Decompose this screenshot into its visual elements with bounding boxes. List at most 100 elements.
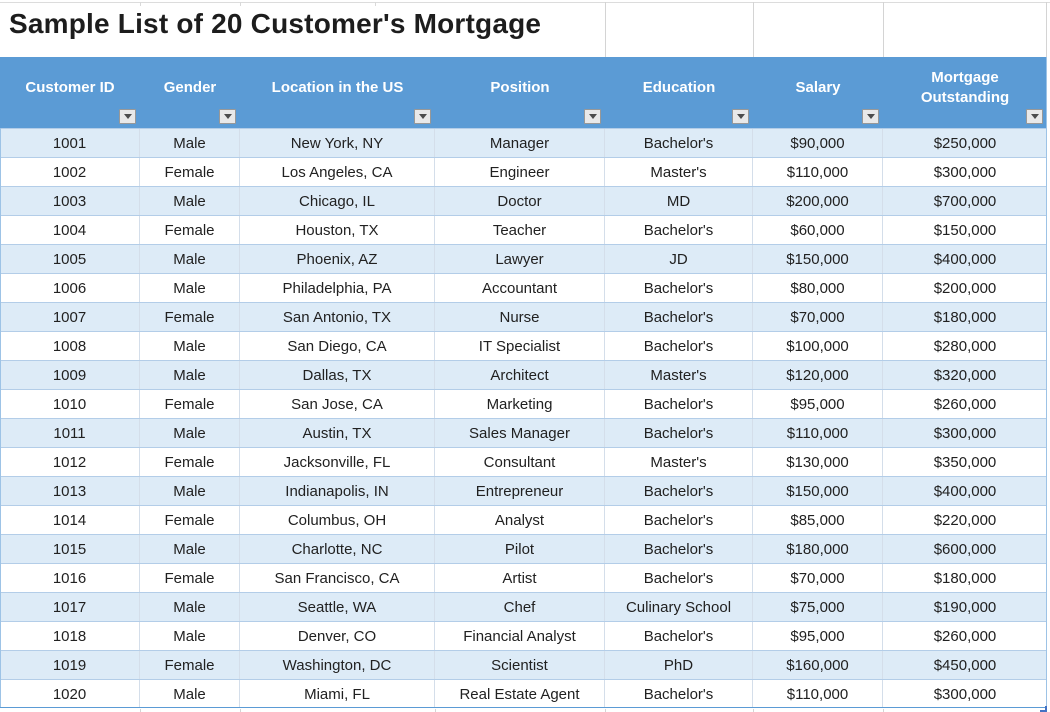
cell-customer-id[interactable]: 1008	[0, 332, 140, 360]
cell-education[interactable]: Master's	[605, 361, 753, 389]
cell-position[interactable]: Financial Analyst	[435, 622, 605, 650]
cell-location-in-the-us[interactable]: Houston, TX	[240, 216, 435, 244]
cell-mortgage-outstanding[interactable]: $260,000	[933, 627, 997, 645]
cell-education[interactable]: Bachelor's	[605, 477, 753, 505]
cell-location-in-the-us[interactable]: Charlotte, NC	[240, 535, 435, 563]
cell-gender[interactable]: Female	[140, 651, 240, 679]
cell-salary[interactable]: $110,000	[753, 419, 883, 447]
cell-customer-id[interactable]: 1011	[0, 419, 140, 447]
column-header-education[interactable]: Education	[605, 57, 753, 128]
cell-mortgage-outstanding[interactable]: $260,000	[933, 395, 997, 413]
cell-position[interactable]: Lawyer	[435, 245, 605, 273]
cell-gender[interactable]: Female	[140, 216, 240, 244]
column-header-salary[interactable]: Salary	[753, 57, 883, 128]
cell-customer-id[interactable]: 1017	[0, 593, 140, 621]
cell-customer-id[interactable]: 1001	[0, 129, 140, 157]
filter-button-salary[interactable]	[862, 109, 879, 124]
cell-customer-id[interactable]: 1004	[0, 216, 140, 244]
cell-education[interactable]: Bachelor's	[605, 535, 753, 563]
cell-salary[interactable]: $70,000	[753, 303, 883, 331]
cell-customer-id[interactable]: 1005	[0, 245, 140, 273]
cell-education[interactable]: Bachelor's	[605, 680, 753, 708]
cell-position[interactable]: Teacher	[435, 216, 605, 244]
cell-customer-id[interactable]: 1013	[0, 477, 140, 505]
cell-mortgage-outstanding[interactable]: $700,000	[933, 192, 997, 210]
column-header-gender[interactable]: Gender	[140, 57, 240, 128]
column-header-location-in-the-us[interactable]: Location in the US	[240, 57, 435, 128]
cell-mortgage-outstanding[interactable]: $300,000	[933, 163, 997, 181]
cell-location-in-the-us[interactable]: Washington, DC	[240, 651, 435, 679]
cell-education[interactable]: Bachelor's	[605, 390, 753, 418]
cell-mortgage-outstanding[interactable]: $200,000	[933, 279, 997, 297]
cell-location-in-the-us[interactable]: Columbus, OH	[240, 506, 435, 534]
cell-position[interactable]: Chef	[435, 593, 605, 621]
cell-education[interactable]: PhD	[605, 651, 753, 679]
cell-salary[interactable]: $60,000	[753, 216, 883, 244]
cell-gender[interactable]: Male	[140, 680, 240, 708]
cell-education[interactable]: Bachelor's	[605, 303, 753, 331]
cell-gender[interactable]: Male	[140, 332, 240, 360]
cell-customer-id[interactable]: 1003	[0, 187, 140, 215]
cell-salary[interactable]: $100,000	[753, 332, 883, 360]
cell-position[interactable]: Manager	[435, 129, 605, 157]
cell-position[interactable]: IT Specialist	[435, 332, 605, 360]
cell-position[interactable]: Accountant	[435, 274, 605, 302]
cell-mortgage-outstanding[interactable]: $220,000	[933, 511, 997, 529]
cell-location-in-the-us[interactable]: Denver, CO	[240, 622, 435, 650]
cell-salary[interactable]: $180,000	[753, 535, 883, 563]
cell-position[interactable]: Architect	[435, 361, 605, 389]
cell-salary[interactable]: $80,000	[753, 274, 883, 302]
cell-gender[interactable]: Male	[140, 477, 240, 505]
cell-education[interactable]: Bachelor's	[605, 216, 753, 244]
cell-customer-id[interactable]: 1007	[0, 303, 140, 331]
cell-location-in-the-us[interactable]: Los Angeles, CA	[240, 158, 435, 186]
cell-gender[interactable]: Male	[140, 361, 240, 389]
cell-education[interactable]: Bachelor's	[605, 129, 753, 157]
cell-salary[interactable]: $75,000	[753, 593, 883, 621]
cell-gender[interactable]: Female	[140, 448, 240, 476]
cell-position[interactable]: Entrepreneur	[435, 477, 605, 505]
cell-gender[interactable]: Male	[140, 245, 240, 273]
cell-location-in-the-us[interactable]: Dallas, TX	[240, 361, 435, 389]
cell-salary[interactable]: $160,000	[753, 651, 883, 679]
cell-position[interactable]: Nurse	[435, 303, 605, 331]
cell-gender[interactable]: Male	[140, 593, 240, 621]
cell-location-in-the-us[interactable]: Indianapolis, IN	[240, 477, 435, 505]
cell-gender[interactable]: Female	[140, 303, 240, 331]
cell-location-in-the-us[interactable]: Phoenix, AZ	[240, 245, 435, 273]
cell-position[interactable]: Engineer	[435, 158, 605, 186]
cell-position[interactable]: Artist	[435, 564, 605, 592]
cell-salary[interactable]: $95,000	[753, 390, 883, 418]
cell-education[interactable]: Bachelor's	[605, 332, 753, 360]
cell-customer-id[interactable]: 1012	[0, 448, 140, 476]
cell-salary[interactable]: $110,000	[753, 680, 883, 708]
cell-gender[interactable]: Female	[140, 158, 240, 186]
cell-position[interactable]: Analyst	[435, 506, 605, 534]
page-title[interactable]: Sample List of 20 Customer's Mortgage	[9, 8, 542, 39]
filter-button-mortgage-outstanding[interactable]	[1026, 109, 1043, 124]
cell-location-in-the-us[interactable]: Chicago, IL	[240, 187, 435, 215]
filter-button-customer-id[interactable]	[119, 109, 136, 124]
filter-button-position[interactable]	[584, 109, 601, 124]
filter-button-education[interactable]	[732, 109, 749, 124]
column-header-mortgage-outstanding[interactable]: Mortgage Outstanding	[883, 57, 1047, 128]
cell-salary[interactable]: $120,000	[753, 361, 883, 389]
cell-gender[interactable]: Male	[140, 622, 240, 650]
cell-customer-id[interactable]: 1020	[0, 680, 140, 708]
cell-gender[interactable]: Male	[140, 274, 240, 302]
cell-gender[interactable]: Male	[140, 419, 240, 447]
cell-customer-id[interactable]: 1016	[0, 564, 140, 592]
cell-position[interactable]: Marketing	[435, 390, 605, 418]
cell-customer-id[interactable]: 1018	[0, 622, 140, 650]
cell-education[interactable]: Master's	[605, 158, 753, 186]
cell-location-in-the-us[interactable]: Philadelphia, PA	[240, 274, 435, 302]
cell-customer-id[interactable]: 1010	[0, 390, 140, 418]
cell-salary[interactable]: $200,000	[753, 187, 883, 215]
cell-mortgage-outstanding[interactable]: $300,000	[933, 685, 997, 703]
cell-mortgage-outstanding[interactable]: $150,000	[933, 221, 997, 239]
cell-education[interactable]: Master's	[605, 448, 753, 476]
cell-mortgage-outstanding[interactable]: $450,000	[933, 656, 997, 674]
cell-location-in-the-us[interactable]: Miami, FL	[240, 680, 435, 708]
cell-education[interactable]: Bachelor's	[605, 506, 753, 534]
cell-gender[interactable]: Male	[140, 129, 240, 157]
